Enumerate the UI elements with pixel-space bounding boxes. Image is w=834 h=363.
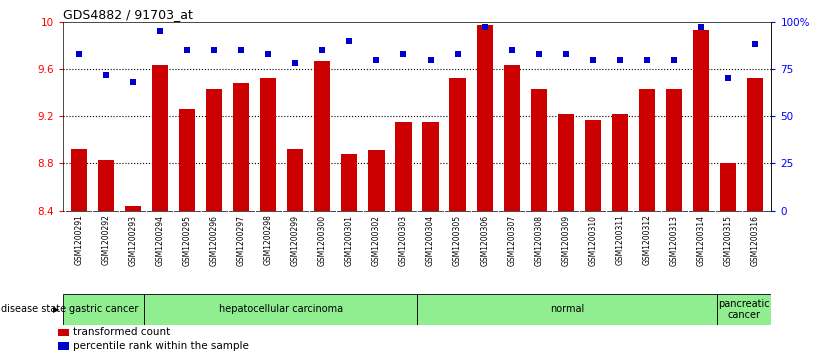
Bar	[287, 149, 304, 211]
Text: GSM1200315: GSM1200315	[724, 215, 732, 266]
Text: GSM1200298: GSM1200298	[264, 215, 273, 265]
Bar	[58, 342, 68, 350]
Text: GSM1200307: GSM1200307	[507, 215, 516, 266]
Text: gastric cancer: gastric cancer	[68, 305, 138, 314]
Text: GSM1200299: GSM1200299	[291, 215, 299, 266]
Bar	[98, 160, 114, 211]
Text: pancreatic
cancer: pancreatic cancer	[718, 299, 770, 320]
Bar	[693, 30, 709, 211]
Text: GSM1200291: GSM1200291	[74, 215, 83, 265]
Bar	[747, 78, 763, 211]
Text: GSM1200314: GSM1200314	[696, 215, 706, 266]
Text: GSM1200292: GSM1200292	[102, 215, 110, 265]
Text: GSM1200294: GSM1200294	[155, 215, 164, 266]
Bar	[369, 150, 384, 211]
Bar	[260, 78, 276, 211]
Text: GSM1200295: GSM1200295	[183, 215, 192, 266]
Text: transformed count: transformed count	[73, 327, 170, 337]
Bar	[504, 65, 520, 211]
Text: GSM1200309: GSM1200309	[561, 215, 570, 266]
Bar	[558, 114, 574, 211]
Text: GSM1200312: GSM1200312	[642, 215, 651, 265]
Text: GSM1200310: GSM1200310	[588, 215, 597, 266]
Bar	[585, 120, 601, 211]
Text: GSM1200303: GSM1200303	[399, 215, 408, 266]
Bar	[152, 65, 168, 211]
Text: normal: normal	[550, 305, 584, 314]
Bar	[314, 61, 330, 211]
Text: GSM1200302: GSM1200302	[372, 215, 381, 266]
Bar	[530, 89, 547, 211]
Bar	[422, 122, 439, 211]
Text: GSM1200304: GSM1200304	[426, 215, 435, 266]
Bar	[206, 89, 222, 211]
Text: GDS4882 / 91703_at: GDS4882 / 91703_at	[63, 8, 193, 21]
Text: GSM1200311: GSM1200311	[615, 215, 625, 265]
Bar	[720, 163, 736, 211]
Bar	[233, 83, 249, 211]
Text: GSM1200305: GSM1200305	[453, 215, 462, 266]
Text: GSM1200297: GSM1200297	[237, 215, 246, 266]
Bar	[144, 294, 417, 325]
Bar	[717, 294, 771, 325]
Text: GSM1200296: GSM1200296	[209, 215, 219, 266]
Text: GSM1200308: GSM1200308	[535, 215, 543, 266]
Bar	[612, 114, 628, 211]
Bar	[125, 206, 141, 211]
Bar	[71, 149, 87, 211]
Bar	[395, 122, 412, 211]
Bar	[639, 89, 655, 211]
Bar	[341, 154, 358, 211]
Bar	[476, 25, 493, 211]
Text: GSM1200293: GSM1200293	[128, 215, 138, 266]
Text: percentile rank within the sample: percentile rank within the sample	[73, 341, 249, 351]
Bar	[417, 294, 717, 325]
Text: GSM1200300: GSM1200300	[318, 215, 327, 266]
Text: ▶: ▶	[53, 305, 59, 314]
Text: hepatocellular carcinoma: hepatocellular carcinoma	[219, 305, 343, 314]
Bar	[666, 89, 682, 211]
Text: disease state: disease state	[1, 305, 66, 314]
Text: GSM1200301: GSM1200301	[344, 215, 354, 266]
Text: GSM1200316: GSM1200316	[751, 215, 760, 266]
Bar	[63, 294, 144, 325]
Bar	[179, 109, 195, 211]
Text: GSM1200313: GSM1200313	[670, 215, 679, 266]
Text: GSM1200306: GSM1200306	[480, 215, 490, 266]
Bar	[450, 78, 465, 211]
Bar	[58, 329, 68, 336]
